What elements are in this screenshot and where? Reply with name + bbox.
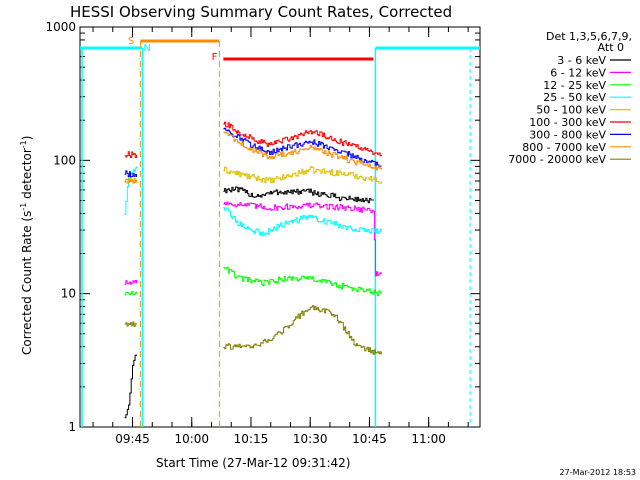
observing-interval-markers: SN F [80,36,480,427]
flag-f-label: F [212,52,218,63]
plot-frame [79,26,481,428]
legend-label: 12 - 25 keV [543,79,606,92]
legend-label: 3 - 6 keV [557,54,606,67]
series-25-50-kev [223,207,382,237]
flag-n-label: N [143,43,150,54]
series-800-7000-kev [124,178,137,183]
x-axis-label: Start Time (27-Mar-12 09:31:42) [156,456,350,470]
axis-ticks [80,27,480,428]
x-tick-label: 10:00 [174,432,209,446]
y-tick-label: 100 [53,153,76,167]
y-tick-label: 1 [68,420,76,434]
legend-label: 25 - 50 keV [543,91,606,104]
series-800-7000-kev [223,131,382,171]
legend-label: 100 - 300 keV [529,116,606,129]
y-tick-labels: 1 10 100 1000 [45,20,76,434]
series-3-6-kev [223,186,374,204]
legend-label: 300 - 800 keV [529,128,606,141]
y-axis-label-end: ) [20,136,34,141]
chart-title: HESSI Observing Summary Count Rates, Cor… [70,3,452,21]
series-12-25-kev [223,266,382,297]
legend-label: 6 - 12 keV [550,66,606,79]
x-tick-labels: 09:45 10:00 10:15 10:30 10:45 11:00 [115,432,446,446]
legend-title-line2: Att 0 [598,41,624,54]
flag-s-label: S [128,36,134,47]
y-tick-label: 10 [61,287,76,301]
y-axis-label: Corrected Count Rate (s-1 detector-1) [19,136,34,355]
x-tick-label: 10:30 [293,432,328,446]
legend-label: 7000 - 20000 keV [508,153,606,166]
x-tick-label: 09:45 [115,432,150,446]
y-tick-label: 1000 [45,20,76,34]
series-12-25-kev [124,290,137,296]
y-axis-label-sup2: -1 [19,140,28,148]
x-tick-label: 10:15 [234,432,269,446]
y-axis-label-main: Corrected Count Rate (s [20,211,34,355]
series-300-800-kev [223,127,382,168]
series-6-12-kev [124,280,137,285]
y-axis-label-mid: detector [20,148,34,203]
x-tick-label: 10:45 [352,432,387,446]
series-7000-20000-kev [223,305,382,355]
legend-title-line1: Det 1,3,5,6,7,9, [546,30,632,43]
legend-label: 800 - 7000 keV [522,141,606,154]
svg-text:Corrected Count Rate (s-1 dete: Corrected Count Rate (s-1 detector-1) [19,136,34,355]
x-tick-label: 11:00 [411,432,446,446]
series-7000-20000-kev [124,321,137,327]
series-50-100-kev [124,177,137,184]
y-axis-label-sup1: -1 [19,203,28,211]
series-3-6-kev [124,354,137,419]
series-lines [124,121,382,419]
series-6-12-kev [223,201,382,277]
generated-timestamp: 27-Mar-2012 18:53 [560,468,637,477]
series-100-300-kev [223,121,382,157]
series-300-800-kev [124,170,137,178]
legend-label: 50 - 100 keV [536,104,606,117]
series-100-300-kev [124,151,137,158]
series-50-100-kev [223,166,382,184]
